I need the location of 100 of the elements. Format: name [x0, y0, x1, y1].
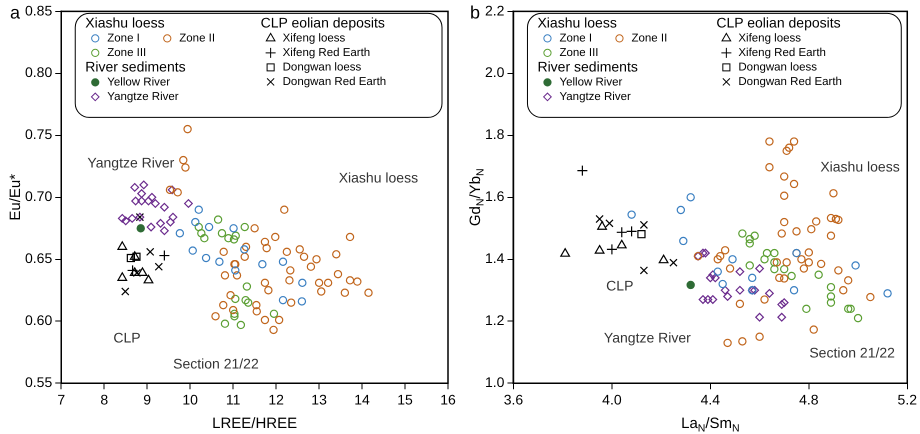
point	[270, 310, 278, 318]
point	[765, 288, 774, 298]
point	[130, 251, 140, 260]
point	[211, 312, 220, 320]
point	[787, 272, 796, 280]
point	[669, 258, 678, 267]
point	[723, 338, 732, 348]
point	[726, 264, 734, 273]
point	[314, 278, 324, 288]
point	[306, 262, 316, 271]
point	[792, 227, 801, 236]
point	[760, 255, 769, 264]
point	[183, 124, 192, 134]
point	[800, 264, 808, 273]
point	[755, 332, 764, 341]
point	[166, 218, 175, 226]
point	[736, 267, 744, 276]
x-tick-label: 4.0	[602, 391, 622, 408]
point	[812, 217, 820, 226]
point	[179, 156, 188, 164]
point	[576, 165, 588, 176]
point	[616, 240, 627, 248]
y-tick-label: 1.0	[484, 374, 505, 390]
point	[194, 205, 203, 214]
point	[121, 287, 130, 296]
point	[274, 316, 284, 324]
point	[780, 264, 788, 274]
point	[156, 218, 165, 228]
y-tick-label: 1.2	[484, 312, 505, 328]
point	[286, 266, 294, 275]
point	[282, 248, 292, 256]
point	[736, 300, 744, 308]
point	[704, 295, 712, 304]
point	[797, 255, 806, 264]
x-tick-label: 9	[143, 391, 152, 408]
legend-label: Zone III	[559, 47, 598, 60]
x-tick-label: 13	[311, 391, 328, 408]
annotation: Xiashu loess	[338, 170, 418, 186]
annotation: CLP	[606, 277, 634, 294]
point	[716, 252, 724, 260]
point	[166, 186, 174, 194]
point	[230, 310, 239, 318]
point	[121, 216, 130, 226]
point	[229, 224, 238, 232]
point	[790, 137, 798, 146]
point	[708, 295, 718, 304]
point	[782, 258, 791, 267]
point	[723, 292, 732, 301]
point	[218, 229, 226, 238]
y-tick-label: 2.0	[484, 64, 505, 80]
point	[340, 288, 350, 297]
point	[826, 214, 836, 222]
point	[144, 274, 154, 284]
point	[232, 271, 242, 280]
point	[782, 146, 791, 156]
point	[300, 252, 308, 261]
annotation: River sediments	[85, 58, 186, 74]
point	[146, 248, 154, 256]
chart-title: b	[470, 2, 480, 22]
point	[738, 229, 747, 238]
legend-label: Zone I	[107, 32, 140, 45]
point	[816, 260, 826, 268]
point	[698, 295, 708, 304]
point	[866, 292, 875, 302]
point	[130, 182, 140, 192]
point	[136, 224, 145, 232]
point	[597, 221, 607, 230]
point	[834, 216, 843, 224]
point	[854, 314, 862, 322]
point	[176, 229, 184, 238]
point	[777, 312, 786, 322]
point	[220, 320, 230, 328]
point	[746, 234, 754, 244]
legend-label: Zone III	[107, 47, 146, 60]
y-tick-label: 0.55	[25, 374, 52, 390]
point	[260, 238, 270, 246]
point	[780, 298, 789, 308]
point	[640, 220, 648, 230]
point	[883, 289, 892, 298]
point	[832, 214, 840, 224]
annotation: Section 21/22	[173, 355, 259, 372]
point	[285, 276, 294, 285]
point	[269, 326, 278, 334]
legend-label: Xifeng Red Earth	[282, 47, 370, 60]
point	[230, 235, 238, 244]
point	[286, 298, 296, 307]
point	[810, 325, 818, 334]
point	[770, 258, 779, 267]
point	[826, 282, 836, 292]
point	[278, 296, 288, 304]
point	[220, 271, 230, 280]
point	[184, 199, 193, 208]
point	[128, 214, 137, 223]
point	[278, 258, 288, 266]
point	[839, 286, 848, 294]
point	[606, 244, 618, 255]
point	[126, 254, 135, 262]
point	[242, 282, 252, 291]
point	[215, 258, 224, 266]
point	[804, 248, 814, 257]
